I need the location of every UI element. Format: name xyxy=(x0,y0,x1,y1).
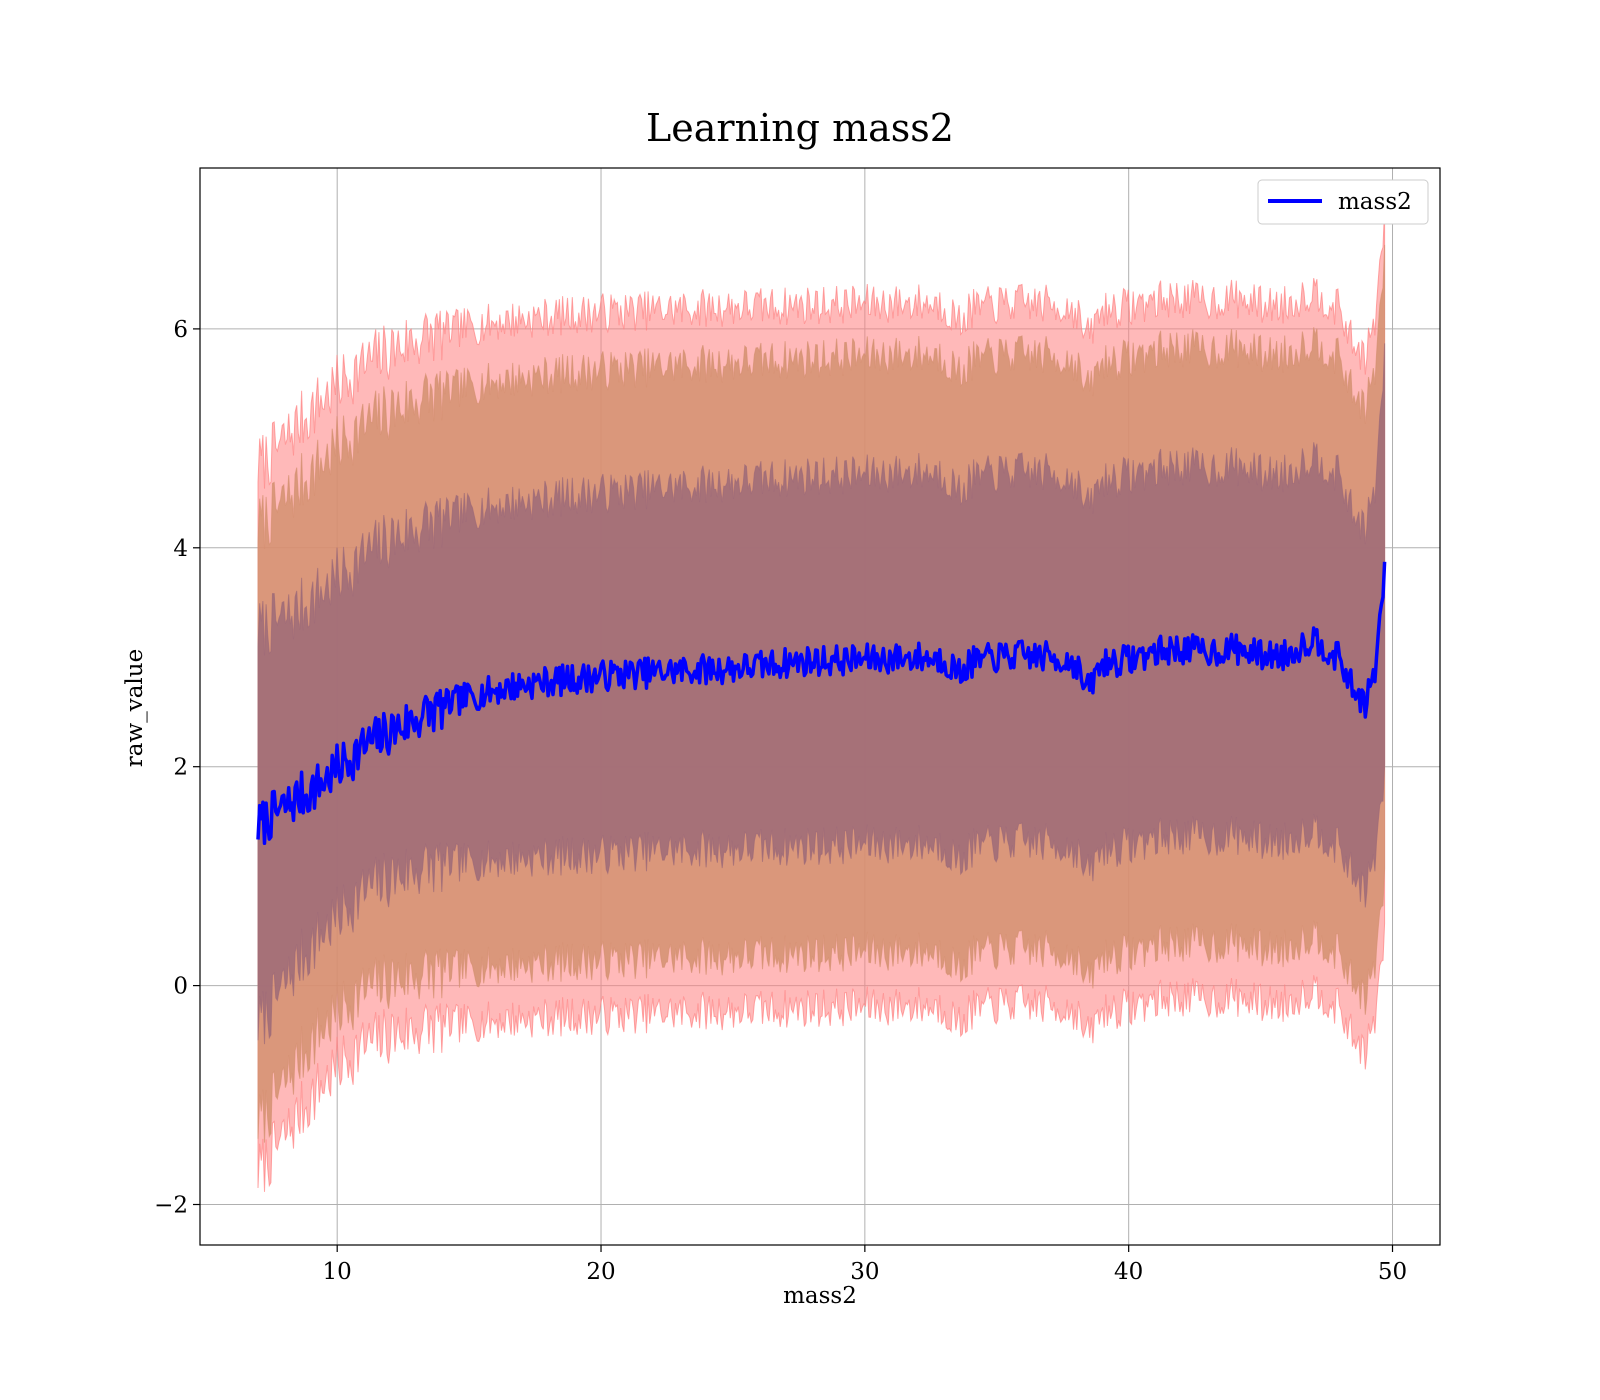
error-bands xyxy=(257,206,1386,1192)
legend-box xyxy=(1257,179,1429,225)
y-tick-label-1: 0 xyxy=(173,974,188,1000)
x-tick-label-2: 30 xyxy=(850,1259,879,1285)
x-tick-label-1: 20 xyxy=(586,1259,615,1285)
y-axis-label: raw_value xyxy=(122,649,148,767)
y-tick-label-3: 4 xyxy=(173,536,188,562)
chart-title: Learning mass2 xyxy=(646,106,954,150)
plot-frame xyxy=(199,167,1441,1246)
legend-entry-mass2: mass2 xyxy=(1338,189,1412,215)
x-tick-label-4: 50 xyxy=(1378,1259,1407,1285)
series-line-mass2 xyxy=(256,561,1387,846)
x-axis-label: mass2 xyxy=(783,1283,857,1309)
y-tick-label-0: −2 xyxy=(154,1193,188,1219)
x-tick-label-3: 40 xyxy=(1114,1259,1143,1285)
x-axis-ticks: 10 20 30 40 50 xyxy=(323,1245,1407,1285)
series-lines xyxy=(256,561,1387,846)
y-axis-ticks: −2 0 2 4 6 xyxy=(154,317,200,1219)
y-tick-label-4: 6 xyxy=(173,317,188,343)
plot-area xyxy=(199,167,1441,1246)
y-tick-label-2: 2 xyxy=(173,755,188,781)
error-band-band_1sd xyxy=(257,343,1386,1045)
legend: mass2 xyxy=(1257,179,1429,225)
x-tick-label-0: 10 xyxy=(323,1259,352,1285)
